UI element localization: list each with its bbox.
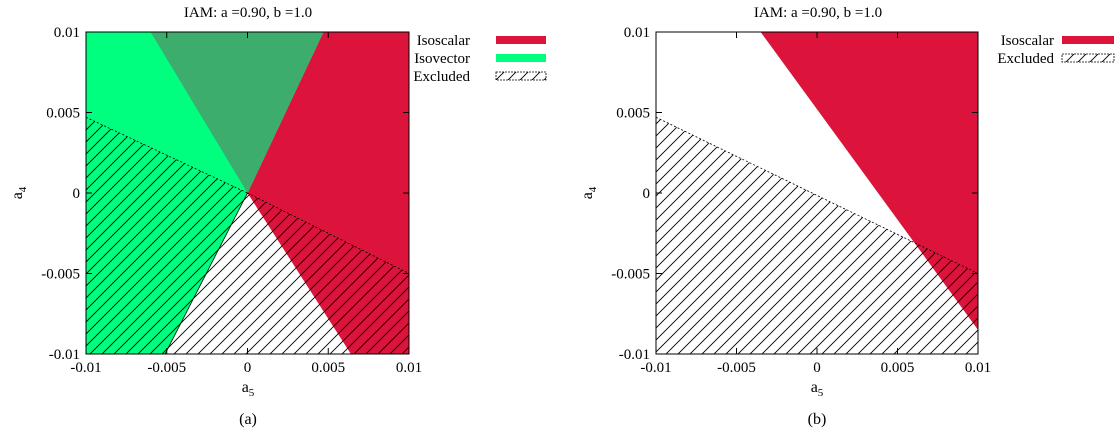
y-tick-label: 0.01 — [624, 25, 650, 41]
y-tick-label: -0.01 — [619, 347, 650, 363]
y-tick-label: 0 — [643, 186, 651, 202]
legend-label: Excluded — [413, 69, 470, 85]
y-tick-label: 0.01 — [54, 25, 80, 41]
x-tick-label: 0.005 — [881, 360, 915, 376]
panel-caption: (a) — [239, 411, 257, 428]
legend-label: Isoscalar — [1001, 33, 1054, 49]
x-tick-label: -0.01 — [640, 360, 671, 376]
x-tick-label: 0 — [813, 360, 821, 376]
overlap-region — [150, 32, 324, 193]
regions — [85, 32, 410, 355]
legend-swatch — [496, 54, 546, 62]
plot-area: -0.01 -0.005 0 0.005 0.01 -0.01 -0.005 0 0.005 0.… — [611, 25, 991, 376]
legend-label: Isovector — [414, 51, 470, 67]
legend: Isoscalar Excluded — [997, 33, 1115, 67]
legend-swatch — [496, 36, 546, 44]
y-tick-label: 0.005 — [46, 106, 80, 122]
plot-area: -0.01 -0.005 0 0.005 0.01 -0.01 -0.005 0 0.005 0.… — [41, 25, 422, 376]
x-tick-label: -0.005 — [717, 360, 756, 376]
y-axis-label: a4 — [9, 186, 29, 199]
excluded-region — [655, 116, 979, 355]
legend-swatch — [495, 71, 547, 81]
chart-title: IAM: a =0.90, b =1.0 — [754, 5, 882, 21]
legend-label: Excluded — [997, 51, 1054, 67]
y-tick-label: -0.01 — [49, 347, 80, 363]
legend-label: Isoscalar — [417, 33, 470, 49]
y-tick-label: 0.005 — [616, 106, 650, 122]
x-tick-label: 0 — [244, 360, 252, 376]
ticks: -0.01 -0.005 0 0.005 0.01 -0.01 -0.005 0 0.005 0.… — [41, 25, 422, 376]
x-tick-label: -0.01 — [70, 360, 101, 376]
y-tick-label: -0.005 — [41, 267, 80, 283]
y-tick-label: 0 — [73, 186, 81, 202]
x-tick-label: -0.005 — [147, 360, 186, 376]
ticks: -0.01 -0.005 0 0.005 0.01 -0.01 -0.005 0 0.005 0.… — [611, 25, 991, 376]
legend-swatch — [1061, 53, 1115, 63]
x-tick-label: 0.01 — [965, 360, 991, 376]
chart-title: IAM: a =0.90, b =1.0 — [184, 5, 312, 21]
x-tick-label: 0.005 — [311, 360, 345, 376]
regions — [655, 32, 979, 355]
panel-caption: (b) — [808, 411, 827, 428]
x-axis-label: a5 — [811, 379, 824, 399]
legend: Isoscalar Isovector Excluded — [413, 33, 547, 85]
y-tick-label: -0.005 — [611, 267, 650, 283]
panel-b: IAM: a =0.90, b =1.0 -0.01 -0.005 0 0.005 0.… — [579, 5, 1115, 428]
panel-a: IAM: a =0.90, b =1.0 -0.01 -0.005 0 0.005 0.… — [9, 5, 547, 428]
x-axis-label: a5 — [242, 379, 255, 399]
x-tick-label: 0.01 — [396, 360, 422, 376]
legend-swatch — [1062, 36, 1114, 44]
y-axis-label: a4 — [579, 186, 599, 199]
